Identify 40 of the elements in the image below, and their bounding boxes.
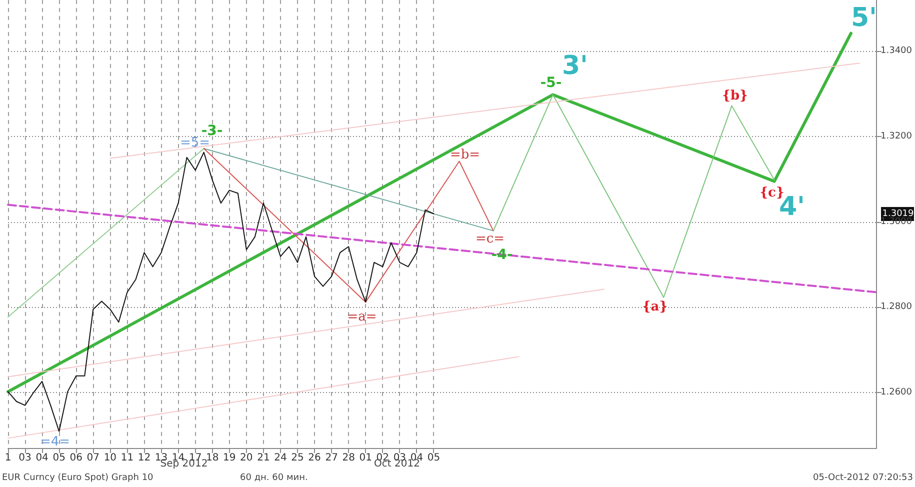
line-series	[8, 152, 434, 432]
x-tick-label: 05	[427, 452, 440, 464]
x-tick-label: 28	[342, 452, 355, 464]
y-tick-label: 1.3200	[880, 132, 912, 142]
line-series	[6, 32, 852, 394]
x-tick-label: 03	[18, 452, 32, 464]
x-tick-label: 24	[274, 452, 287, 464]
y-tick-label: 1.2800	[880, 302, 912, 312]
annotation: {b}	[722, 88, 748, 104]
text: Oct 2012	[374, 458, 420, 470]
x-tick-label: 19	[223, 452, 236, 464]
x-tick-label: 01	[359, 452, 372, 464]
x-tick-label: 05	[52, 452, 66, 464]
x-tick-label: 20	[240, 452, 253, 464]
x-tick-label: 04	[36, 452, 48, 464]
annotation: =4=	[40, 434, 70, 450]
text: 1.3019	[882, 209, 914, 219]
y-tick-label: 1.3400	[880, 46, 912, 56]
x-tick-label: 27	[325, 452, 338, 464]
x-tick-label: 07	[86, 452, 100, 464]
y-tick-label: 1.2600	[880, 388, 912, 398]
annotation: 3'	[562, 51, 588, 81]
x-tick-label: 12	[138, 452, 151, 464]
x-tick-label: 1	[4, 452, 12, 464]
x-tick-label: 25	[291, 452, 304, 464]
annotation: {a}	[642, 300, 668, 314]
x-tick-label: 10	[104, 452, 117, 464]
x-tick-label: 21	[257, 452, 270, 464]
x-tick-label: 26	[308, 452, 321, 464]
annotation: 5'	[850, 3, 878, 33]
annotation: -5-	[540, 75, 562, 91]
annotation: =c=	[475, 232, 505, 246]
x-tick-label: 06	[70, 452, 82, 464]
text: EUR Curncy (Euro Spot) Graph 10	[2, 473, 154, 483]
text: 60 дн. 60 мин.	[240, 473, 308, 483]
x-tick-label: 18	[206, 452, 219, 464]
text: 05-Oct-2012 07:20:53	[813, 473, 913, 483]
x-tick-label: 11	[120, 452, 134, 464]
annotation: =b=	[450, 148, 480, 162]
annotation: =a=	[347, 310, 377, 324]
